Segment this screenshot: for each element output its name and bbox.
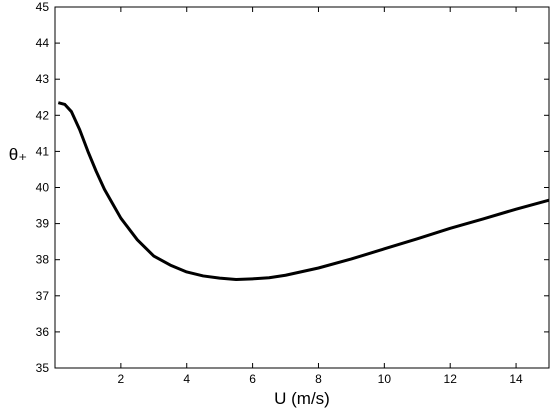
y-tick-label: 38 <box>36 253 50 267</box>
x-tick-label: 8 <box>315 372 322 386</box>
data-line <box>57 101 550 282</box>
y-tick-label: 37 <box>36 289 50 303</box>
y-axis-label: θ₊ <box>9 145 27 164</box>
x-tick-label: 10 <box>378 372 392 386</box>
y-tick-label: 35 <box>36 361 50 375</box>
x-tick-label: 14 <box>509 372 523 386</box>
y-tick-label: 41 <box>36 144 50 158</box>
x-tick-label: 2 <box>118 372 125 386</box>
y-tick-label: 42 <box>36 108 50 122</box>
y-tick-label: 39 <box>36 217 50 231</box>
x-tick-label: 4 <box>183 372 190 386</box>
x-axis-label: U (m/s) <box>274 389 330 408</box>
y-tick-label: 45 <box>36 0 50 14</box>
y-tick-label: 40 <box>36 181 50 195</box>
x-tick-label: 12 <box>444 372 458 386</box>
plot-frame <box>54 6 550 369</box>
y-tick-label: 36 <box>36 325 50 339</box>
x-tick-label: 6 <box>249 372 256 386</box>
y-tick-label: 43 <box>36 72 50 86</box>
y-tick-label: 44 <box>36 36 50 50</box>
